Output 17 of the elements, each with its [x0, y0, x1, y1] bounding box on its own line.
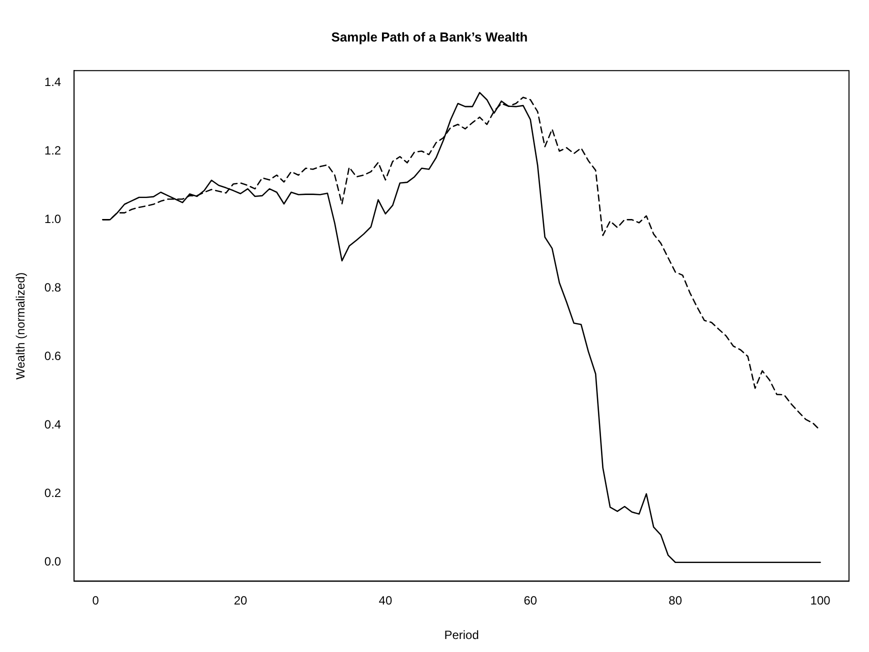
y-axis-title: Wealth (normalized): [14, 272, 28, 380]
y-tick-label: 0.2: [44, 486, 62, 500]
x-tick-label: 40: [378, 594, 392, 608]
y-tick-label: 0.8: [44, 280, 62, 295]
y-tick-label: 0.0: [44, 554, 62, 569]
x-tick-label: 60: [524, 594, 538, 608]
y-tick-label: 0.4: [44, 418, 62, 432]
x-tick-label: 20: [234, 594, 248, 608]
x-tick-label: 80: [668, 594, 682, 608]
y-tick-label: 1.4: [44, 74, 62, 89]
x-tick-label: 100: [810, 594, 831, 608]
y-tick-label: 1.0: [44, 212, 62, 226]
x-axis-title: Period: [444, 628, 479, 642]
y-tick-label: 0.6: [44, 349, 62, 364]
y-tick-label: 1.2: [44, 143, 62, 158]
x-tick-label: 0: [92, 594, 100, 608]
chart-title: Sample Path of a Bank’s Wealth: [331, 29, 528, 44]
